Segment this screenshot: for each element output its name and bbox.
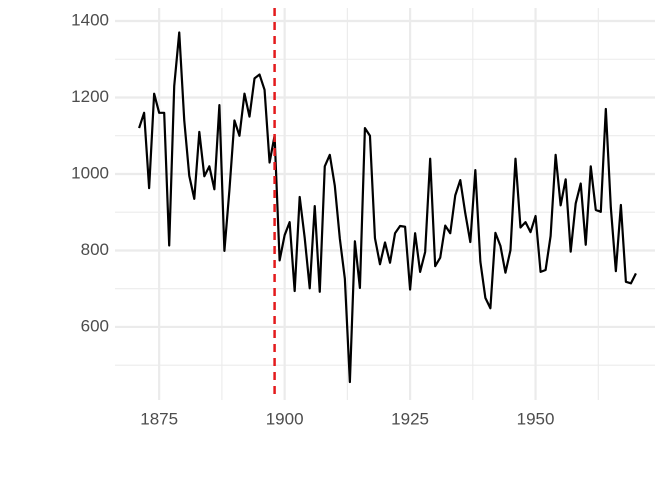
y-tick-label: 1200 [71, 87, 109, 106]
y-tick-label: 1000 [71, 163, 109, 182]
x-tick-label: 1875 [140, 409, 178, 428]
y-tick-label: 800 [81, 240, 109, 259]
y-tick-label: 1400 [71, 10, 109, 29]
x-tick-label: 1950 [517, 409, 555, 428]
data-line [138, 31, 637, 384]
x-tick-label: 1900 [266, 409, 304, 428]
x-tick-label: 1925 [391, 409, 429, 428]
y-tick-label: 600 [81, 316, 109, 335]
